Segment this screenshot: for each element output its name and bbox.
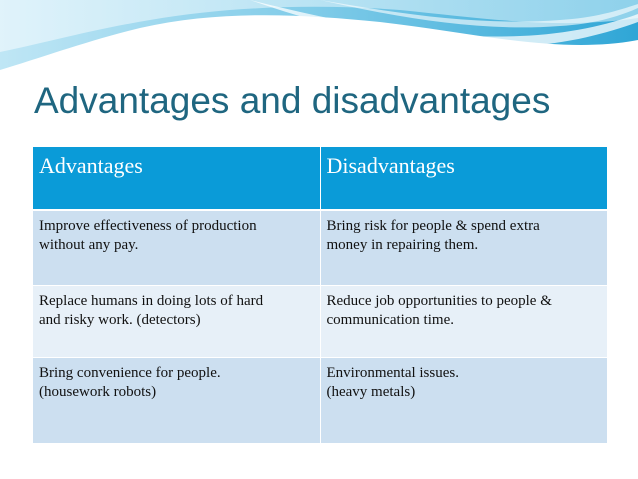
- cell-text: Reduce job opportunities to people & com…: [326, 292, 552, 328]
- cell-text: Improve effectiveness of production with…: [39, 218, 257, 253]
- comparison-table: Advantages Disadvantages Improve effecti…: [33, 147, 607, 444]
- table-cell: Bring convenience for people. (housework…: [33, 357, 321, 444]
- cell-text: Bring risk for people & spend extra mone…: [326, 218, 540, 253]
- table-cell: Environmental issues. (heavy metals): [320, 357, 607, 444]
- header-disadvantages: Disadvantages: [320, 147, 607, 211]
- table-row: Bring convenience for people. (housework…: [33, 357, 607, 444]
- table-cell: Replace humans in doing lots of hard and…: [33, 285, 321, 358]
- decorative-wave-banner: [0, 0, 638, 70]
- slide-title: Advantages and disadvantages: [34, 80, 551, 121]
- cell-text: Environmental issues. (heavy metals): [326, 364, 459, 400]
- table-header-row: Advantages Disadvantages: [33, 147, 607, 211]
- table-cell: Reduce job opportunities to people & com…: [320, 285, 607, 358]
- header-advantages: Advantages: [33, 147, 321, 211]
- cell-text: Replace humans in doing lots of hard and…: [39, 292, 264, 328]
- table-row: Improve effectiveness of production with…: [33, 210, 607, 286]
- table-row: Replace humans in doing lots of hard and…: [33, 285, 607, 358]
- table-cell: Bring risk for people & spend extra mone…: [320, 210, 607, 286]
- cell-text: Bring convenience for people. (housework…: [39, 364, 221, 400]
- table-cell: Improve effectiveness of production with…: [33, 210, 321, 286]
